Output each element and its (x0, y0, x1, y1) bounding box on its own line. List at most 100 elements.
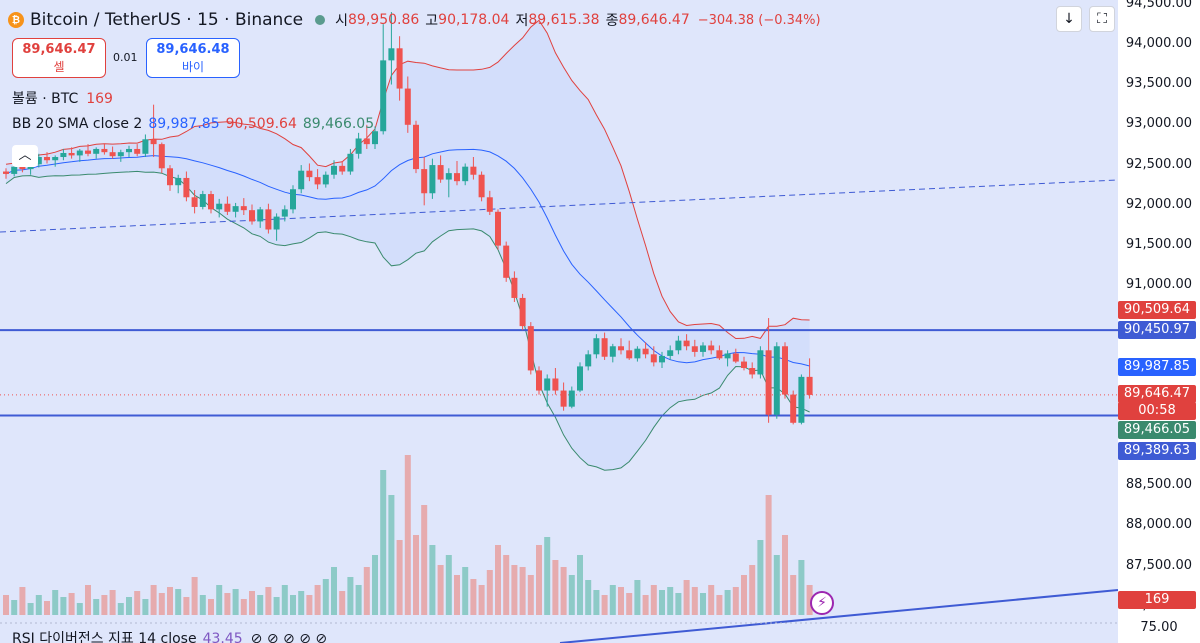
candle-body (52, 157, 59, 161)
basis-badge: 89,987.85 (1118, 358, 1196, 376)
volume-bar (667, 587, 674, 615)
candle-body (35, 157, 42, 165)
candle-body (634, 348, 641, 359)
candle-body (240, 206, 247, 211)
volume-bar (675, 593, 682, 615)
volume-bar (773, 555, 780, 615)
candle-body (101, 148, 108, 153)
price-chart[interactable] (0, 0, 1118, 643)
volume-bar (700, 593, 706, 615)
volume-bar (396, 540, 403, 615)
volume-bar (27, 603, 34, 615)
bollinger-label: BB 20 SMA close 2 (12, 116, 143, 132)
volume-bar (724, 590, 731, 615)
volume-bar (52, 590, 59, 615)
volume-bar (495, 545, 501, 615)
price-tick: 87,500.00 (1125, 558, 1193, 573)
candle-body (85, 150, 91, 154)
candle-body (454, 173, 460, 182)
bollinger-basis-value: 89,987.85 (148, 116, 220, 132)
candle-body (593, 338, 600, 355)
scroll-to-latest-button[interactable]: ↓ (1056, 6, 1082, 32)
buy-button[interactable]: 89,646.48 바이 (146, 38, 240, 78)
price-tick: 75.00 (1140, 620, 1178, 635)
candle-body (44, 157, 50, 161)
candle-body (601, 338, 608, 357)
candle-body (363, 138, 370, 145)
buy-label: 바이 (181, 60, 205, 74)
volume-bar (355, 585, 362, 615)
volume-bar (60, 597, 67, 615)
candle-body (650, 354, 657, 363)
volume-bar (757, 540, 764, 615)
volume-bar (232, 589, 239, 615)
candle-body (519, 297, 526, 327)
volume-bar (158, 593, 165, 615)
volume-bar (134, 591, 141, 615)
candle-body (782, 346, 788, 395)
volume-bar (486, 570, 493, 615)
volume-bar (445, 555, 452, 615)
candle-body (757, 350, 764, 375)
candle-body (76, 150, 83, 156)
volume-bar (503, 555, 510, 615)
candle-body (142, 139, 149, 154)
volume-bar (683, 580, 690, 615)
volume-bar (314, 585, 321, 615)
volume-bar (380, 470, 387, 615)
volume-bar (601, 595, 608, 615)
volume-legend[interactable]: 볼륨 · BTC 169 (12, 88, 113, 108)
candle-body (716, 350, 723, 359)
volume-bar (806, 585, 813, 615)
candle-body (396, 48, 403, 89)
candle-body (183, 177, 190, 198)
sell-button[interactable]: 89,646.47 셀 (12, 38, 106, 78)
volume-bar (659, 590, 665, 615)
bollinger-lower-line (5, 170, 810, 471)
arrow-down-icon: ↓ (1063, 11, 1075, 27)
candle-body (585, 354, 592, 367)
rsi-legend[interactable]: RSI 다이버전스 지표 14 close 43.45 ⊘ ⊘ ⊘ ⊘ ⊘ (12, 628, 327, 643)
price-tick: 91,000.00 (1125, 277, 1193, 292)
candle-body (331, 165, 337, 175)
chevron-up-icon: ︿ (18, 148, 32, 163)
candle-body (224, 203, 231, 212)
volume-bar (749, 565, 756, 615)
candle-body (298, 170, 305, 190)
open-label: 시 (335, 13, 349, 29)
volume-bar (339, 591, 346, 615)
volume-bar (642, 595, 649, 615)
support-badge: 89,389.63 (1118, 442, 1196, 460)
candle-body (158, 144, 165, 169)
candle-body (577, 366, 583, 391)
buy-price: 89,646.48 (156, 42, 230, 57)
lower-band-badge: 89,466.05 (1118, 421, 1196, 439)
candle-body (421, 169, 428, 194)
candle-body (437, 165, 444, 180)
volume-label: 볼륨 · BTC (12, 91, 79, 107)
lightning-icon[interactable]: ⚡ (810, 591, 834, 615)
price-axis[interactable]: 94,500.00 94,000.00 93,500.00 93,000.00 92,5… (1118, 0, 1200, 643)
volume-bar (273, 597, 280, 615)
low-value: 89,615.38 (528, 12, 600, 28)
candle-body (265, 209, 272, 230)
symbol-title[interactable]: Bitcoin / TetherUS · 15 · Binance (30, 10, 304, 30)
price-tick: 92,000.00 (1125, 197, 1193, 212)
volume-value: 169 (86, 91, 113, 107)
collapse-legend-button[interactable]: ︿ (12, 145, 38, 167)
volume-bar (265, 587, 272, 615)
fullscreen-button[interactable]: ⛶ (1089, 6, 1115, 32)
volume-bar (183, 597, 190, 615)
candle-body (150, 139, 157, 145)
candle-body (724, 353, 731, 359)
volume-bar (3, 595, 9, 615)
chart-area[interactable]: ₿ Bitcoin / TetherUS · 15 · Binance 시 89,… (0, 0, 1118, 643)
candle-body (536, 370, 542, 391)
candle-body (560, 390, 567, 407)
bollinger-legend[interactable]: BB 20 SMA close 2 89,987.85 90,509.64 89,46… (12, 116, 374, 132)
candle-body (527, 326, 534, 371)
market-status-icon (315, 15, 326, 25)
sell-price: 89,646.47 (22, 42, 96, 57)
volume-bar (413, 535, 419, 615)
volume-bar (421, 505, 428, 615)
